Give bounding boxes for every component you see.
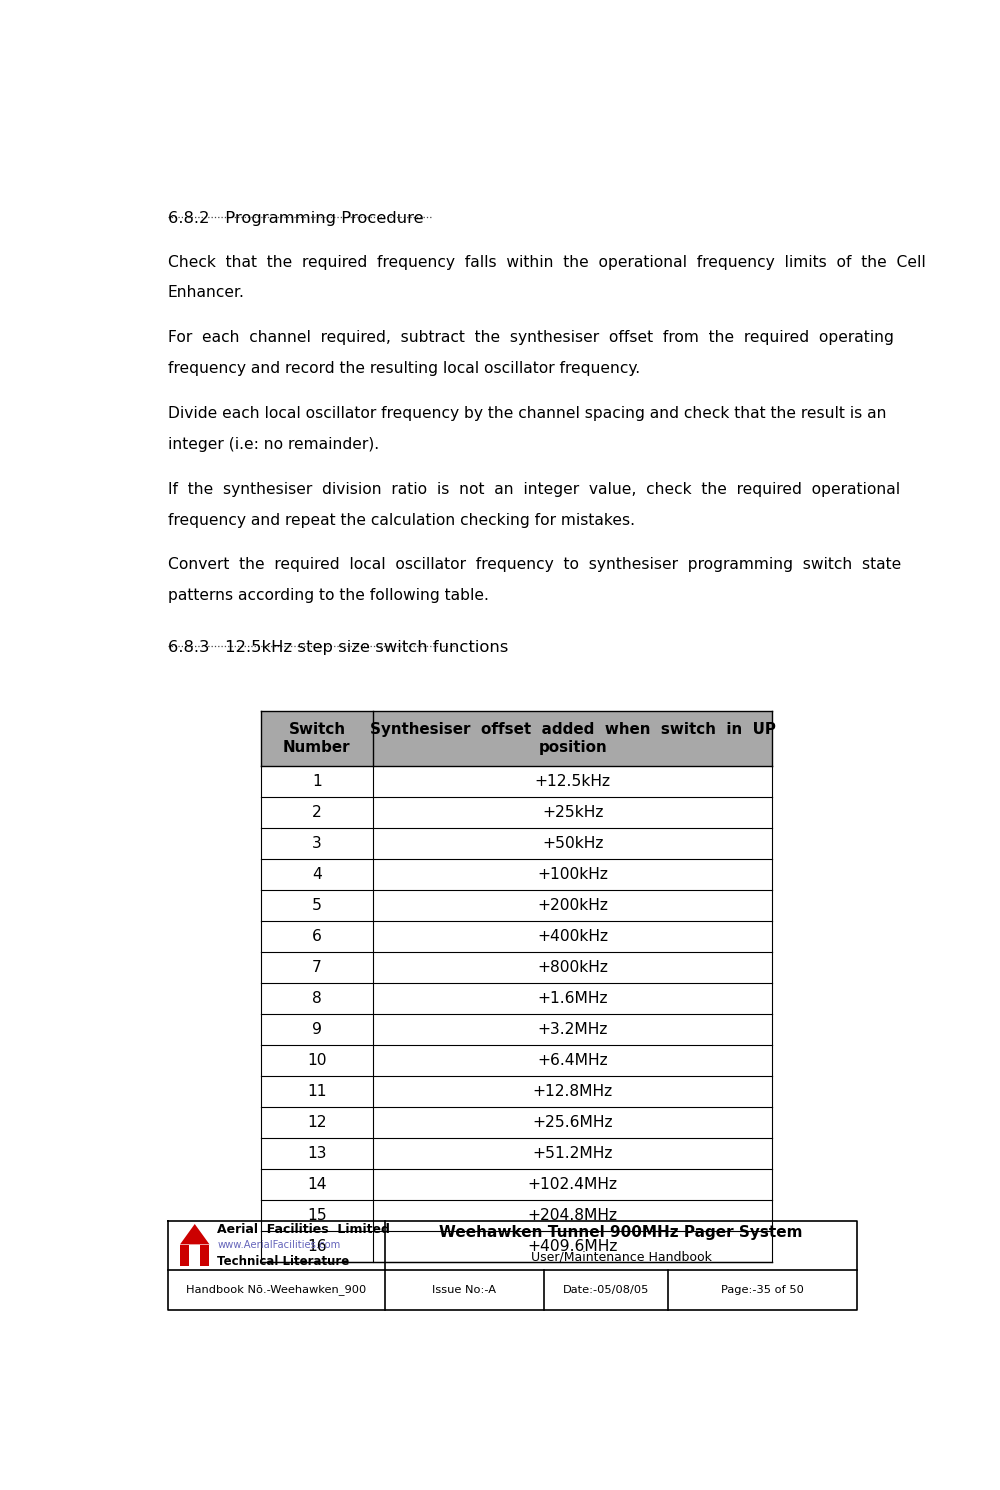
Text: Divide each local oscillator frequency by the channel spacing and check that the: Divide each local oscillator frequency b… <box>168 405 886 422</box>
Text: 6.8.3   12.5kHz step size switch functions: 6.8.3 12.5kHz step size switch functions <box>168 641 508 656</box>
Text: Check  that  the  required  frequency  falls  within  the  operational  frequenc: Check that the required frequency falls … <box>168 255 925 270</box>
Text: +409.6MHz: +409.6MHz <box>527 1238 618 1255</box>
Text: 8: 8 <box>312 991 322 1006</box>
Text: frequency and record the resulting local oscillator frequency.: frequency and record the resulting local… <box>168 361 640 375</box>
Polygon shape <box>180 1223 209 1244</box>
Text: 4: 4 <box>312 867 322 882</box>
Text: +12.8MHz: +12.8MHz <box>533 1085 613 1100</box>
Text: 6: 6 <box>312 930 322 945</box>
Text: +102.4MHz: +102.4MHz <box>528 1177 618 1192</box>
Text: +1.6MHz: +1.6MHz <box>537 991 608 1006</box>
Text: If  the  synthesiser  division  ratio  is  not  an  integer  value,  check  the : If the synthesiser division ratio is not… <box>168 481 900 496</box>
Text: +3.2MHz: +3.2MHz <box>537 1022 608 1037</box>
Text: Weehawken Tunnel 900MHz Pager System: Weehawken Tunnel 900MHz Pager System <box>439 1225 803 1240</box>
Text: +100kHz: +100kHz <box>537 867 608 882</box>
Text: +25.6MHz: +25.6MHz <box>532 1115 613 1129</box>
Text: integer (i.e: no remainder).: integer (i.e: no remainder). <box>168 437 379 451</box>
Text: 5: 5 <box>312 898 322 913</box>
Text: patterns according to the following table.: patterns according to the following tabl… <box>168 589 488 603</box>
Text: 10: 10 <box>307 1053 327 1068</box>
Text: +200kHz: +200kHz <box>537 898 608 913</box>
Text: 13: 13 <box>307 1146 327 1161</box>
Text: 1: 1 <box>312 775 322 790</box>
Text: Switch
Number: Switch Number <box>283 721 351 755</box>
FancyBboxPatch shape <box>189 1246 200 1266</box>
Text: 14: 14 <box>307 1177 327 1192</box>
Text: Enhancer.: Enhancer. <box>168 286 244 301</box>
Text: 2: 2 <box>312 805 322 820</box>
Text: Synthesiser  offset  added  when  switch  in  UP
position: Synthesiser offset added when switch in … <box>370 721 776 755</box>
FancyBboxPatch shape <box>261 711 772 766</box>
Text: Issue No:-A: Issue No:-A <box>432 1284 496 1295</box>
Text: Technical Literature: Technical Literature <box>217 1255 349 1268</box>
Text: www.AerialFacilities.com: www.AerialFacilities.com <box>217 1240 340 1250</box>
Text: +6.4MHz: +6.4MHz <box>537 1053 608 1068</box>
Text: +51.2MHz: +51.2MHz <box>532 1146 613 1161</box>
Text: 11: 11 <box>307 1085 327 1100</box>
Text: For  each  channel  required,  subtract  the  synthesiser  offset  from  the  re: For each channel required, subtract the … <box>168 331 894 346</box>
Text: +12.5kHz: +12.5kHz <box>535 775 611 790</box>
FancyBboxPatch shape <box>180 1246 209 1266</box>
Text: +800kHz: +800kHz <box>537 960 608 974</box>
Text: +204.8MHz: +204.8MHz <box>528 1208 618 1223</box>
Text: Page:-35 of 50: Page:-35 of 50 <box>721 1284 804 1295</box>
Text: +400kHz: +400kHz <box>537 930 608 945</box>
Text: 9: 9 <box>312 1022 322 1037</box>
Text: 3: 3 <box>312 836 322 851</box>
Text: 16: 16 <box>307 1238 327 1255</box>
Text: Date:-05/08/05: Date:-05/08/05 <box>562 1284 649 1295</box>
Text: +25kHz: +25kHz <box>542 805 603 820</box>
Text: 12: 12 <box>307 1115 327 1129</box>
Text: +50kHz: +50kHz <box>542 836 603 851</box>
Text: Convert  the  required  local  oscillator  frequency  to  synthesiser  programmi: Convert the required local oscillator fr… <box>168 557 901 572</box>
Text: frequency and repeat the calculation checking for mistakes.: frequency and repeat the calculation che… <box>168 513 635 527</box>
Text: Handbook Nō.-Weehawken_900: Handbook Nō.-Weehawken_900 <box>186 1284 366 1295</box>
Text: 7: 7 <box>312 960 322 974</box>
Text: 15: 15 <box>307 1208 327 1223</box>
Text: User/Maintenance Handbook: User/Maintenance Handbook <box>531 1250 712 1264</box>
Text: 6.8.2   Programming Procedure: 6.8.2 Programming Procedure <box>168 212 423 226</box>
Text: Aerial  Facilities  Limited: Aerial Facilities Limited <box>217 1223 390 1235</box>
